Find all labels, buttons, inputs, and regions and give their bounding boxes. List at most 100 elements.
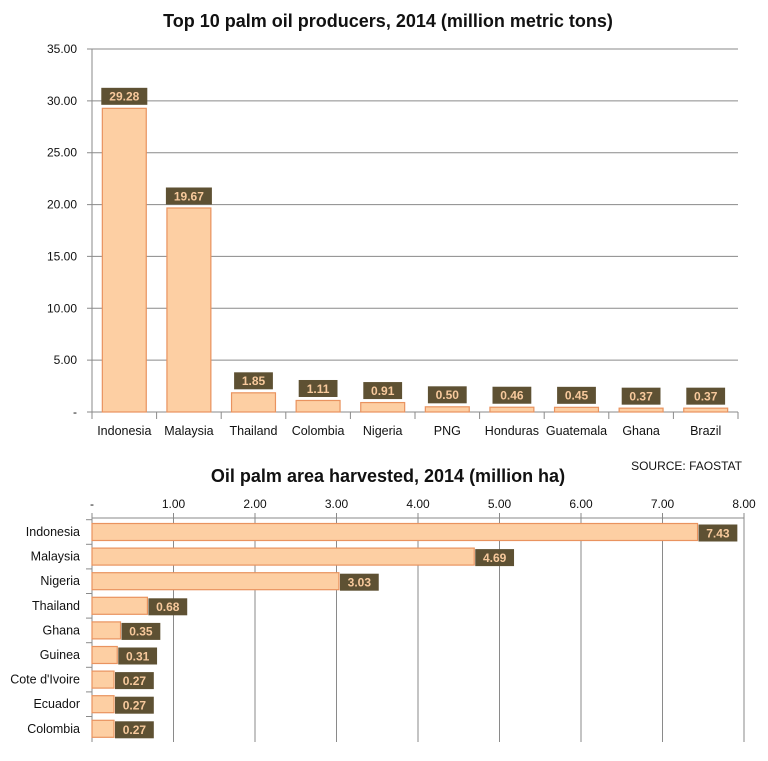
bar	[360, 401, 406, 413]
data-label-text: 0.91	[371, 384, 395, 398]
data-label: 4.69	[475, 549, 515, 567]
bar	[91, 719, 115, 738]
data-label: 1.11	[298, 379, 338, 397]
data-label-bg	[165, 187, 212, 205]
x-tick-label: 2.00	[243, 497, 267, 511]
y-tick-label: Cote d'Ivoire	[10, 673, 80, 687]
data-label-text: 0.37	[629, 389, 653, 403]
y-tick-label: 5.00	[54, 353, 78, 367]
data-label-text: 0.27	[123, 699, 147, 713]
data-label-bg	[363, 382, 403, 400]
x-tick-label: 6.00	[569, 497, 593, 511]
data-label-text: 0.46	[500, 389, 524, 403]
data-label-text: 0.68	[156, 600, 180, 614]
data-label: 7.43	[698, 524, 738, 542]
x-tick-label: Brazil	[690, 424, 721, 438]
x-tick-label: 1.00	[162, 497, 186, 511]
y-tick-label: Ecuador	[33, 697, 80, 711]
x-tick-label: 5.00	[488, 497, 512, 511]
y-tick-label: Nigeria	[40, 574, 80, 588]
bar	[91, 547, 475, 566]
data-label-bg	[621, 387, 661, 405]
data-label: 1.85	[234, 372, 273, 390]
data-label-bg	[298, 379, 338, 397]
y-tick-label: Ghana	[42, 623, 80, 637]
data-label-bg	[115, 672, 154, 690]
y-tick-label: Guinea	[40, 648, 80, 662]
bar	[91, 621, 122, 640]
x-tick-label: Indonesia	[97, 424, 151, 438]
bar	[166, 207, 212, 413]
data-label: 0.37	[621, 387, 661, 405]
data-label: 0.46	[492, 386, 532, 404]
bar	[683, 407, 729, 413]
y-tick-label: 15.00	[47, 249, 77, 263]
data-label-bg	[492, 386, 532, 404]
bar	[91, 670, 115, 689]
chart1-title: Top 10 palm oil producers, 2014 (million…	[163, 11, 613, 31]
data-label-text: 0.45	[565, 389, 589, 403]
bar	[295, 399, 341, 413]
chart2-title: Oil palm area harvested, 2014 (million h…	[211, 466, 565, 486]
data-label-bg	[115, 721, 154, 739]
source-note: SOURCE: FAOSTAT	[631, 459, 743, 473]
x-tick-label: 4.00	[406, 497, 430, 511]
x-tick-label: Honduras	[485, 424, 539, 438]
data-label-bg	[121, 622, 161, 640]
y-tick-label: Colombia	[27, 722, 80, 736]
x-tick-label: Malaysia	[164, 424, 213, 438]
data-label: 19.67	[165, 187, 212, 205]
bar	[489, 406, 535, 413]
x-tick-label: Guatemala	[546, 424, 607, 438]
data-label-bg	[148, 598, 188, 616]
data-label: 0.35	[121, 622, 161, 640]
bar	[91, 572, 340, 591]
y-tick-label: Thailand	[32, 599, 80, 613]
y-tick-label: Indonesia	[26, 525, 80, 539]
data-label: 0.27	[115, 721, 154, 739]
data-label-text: 19.67	[174, 189, 204, 203]
x-tick-label: Ghana	[622, 424, 660, 438]
data-label: 0.37	[686, 387, 726, 405]
data-label-text: 29.28	[109, 90, 139, 104]
y-tick-label: 20.00	[47, 198, 77, 212]
y-tick-label: 25.00	[47, 146, 77, 160]
y-tick-label: -	[73, 405, 77, 419]
data-label: 0.45	[557, 386, 596, 404]
data-label: 0.27	[115, 672, 154, 690]
bar	[553, 406, 600, 413]
y-tick-label: Malaysia	[31, 550, 80, 564]
data-label-bg	[427, 386, 467, 404]
y-tick-label: 10.00	[47, 301, 77, 315]
bar	[91, 522, 699, 542]
x-tick-label: Nigeria	[363, 424, 403, 438]
data-label-text: 0.27	[123, 674, 147, 688]
bar	[91, 645, 118, 665]
data-label-text: 1.11	[307, 382, 330, 396]
data-label-bg	[475, 549, 515, 567]
chart2-area-harvested: - 1.00 2.00 3.00 4.00 5.00 6.00 7.00 8.00 7.43 Ind…	[10, 497, 756, 742]
data-label-bg	[101, 87, 148, 105]
x-tick-label: Colombia	[292, 424, 345, 438]
data-label: 29.28	[101, 87, 148, 105]
data-label: 0.27	[115, 696, 154, 714]
bar	[618, 407, 664, 413]
data-label-text: 7.43	[706, 526, 730, 540]
data-label-bg	[698, 524, 738, 542]
data-label-text: 0.35	[129, 625, 153, 639]
data-label-text: 3.03	[348, 576, 372, 590]
x-tick-label: Thailand	[230, 424, 278, 438]
y-tick-label: 35.00	[47, 42, 77, 56]
data-label-bg	[339, 573, 379, 591]
data-label-text: 1.85	[242, 374, 266, 388]
x-tick-label: 7.00	[651, 497, 675, 511]
data-label: 0.50	[427, 386, 467, 404]
data-label-text: 0.37	[694, 389, 718, 403]
data-label-text: 0.50	[436, 388, 460, 402]
bar	[230, 392, 277, 413]
data-label: 0.31	[118, 647, 158, 665]
bar	[91, 695, 115, 714]
x-tick-label: 8.00	[732, 497, 756, 511]
